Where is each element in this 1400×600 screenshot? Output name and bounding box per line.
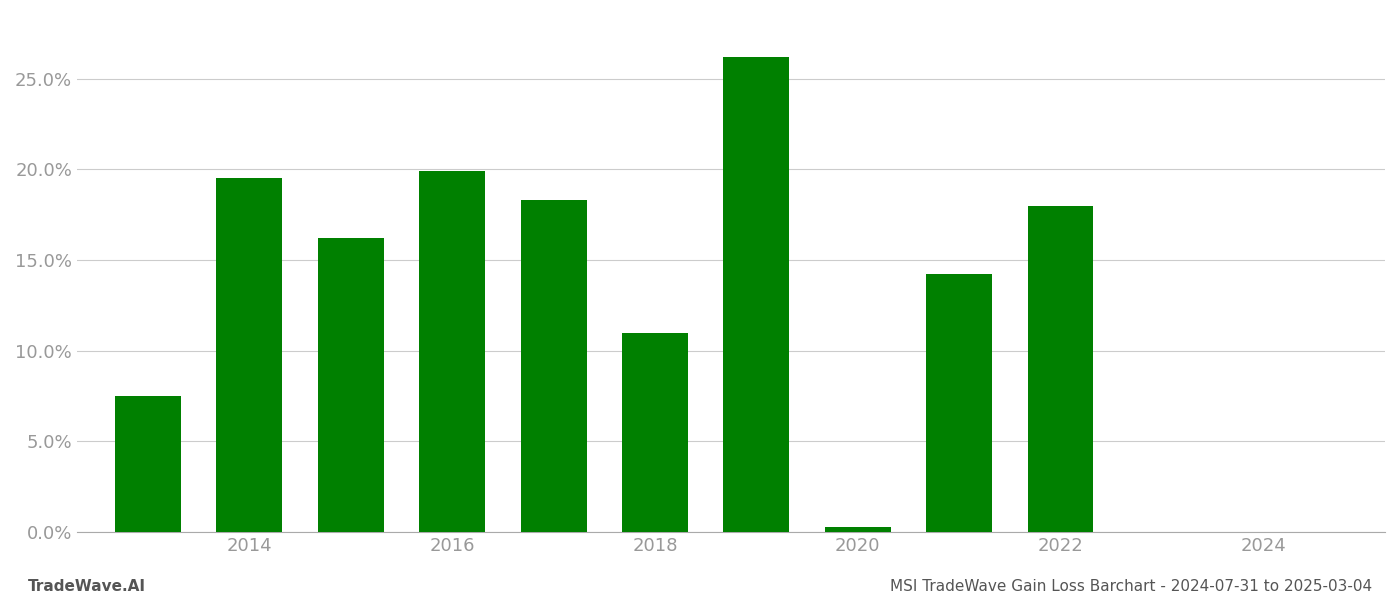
Text: MSI TradeWave Gain Loss Barchart - 2024-07-31 to 2025-03-04: MSI TradeWave Gain Loss Barchart - 2024-… [890,579,1372,594]
Bar [115,396,181,532]
Bar [622,332,687,532]
Bar [521,200,587,532]
Bar [419,171,486,532]
Bar [318,238,384,532]
Bar [825,527,890,532]
Bar [927,274,993,532]
Bar [217,178,283,532]
Text: TradeWave.AI: TradeWave.AI [28,579,146,594]
Bar [1028,206,1093,532]
Bar [724,57,790,532]
